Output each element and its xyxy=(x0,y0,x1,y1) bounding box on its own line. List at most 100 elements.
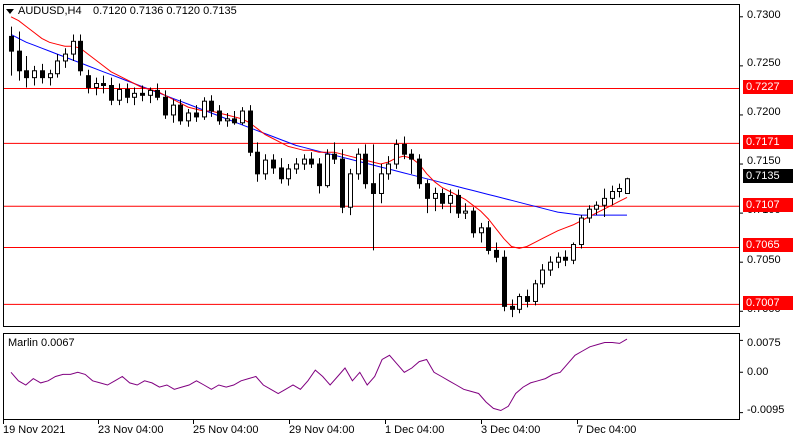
chart-menu-triangle-icon[interactable] xyxy=(6,9,14,14)
candle-body xyxy=(440,192,445,204)
candle xyxy=(448,189,453,214)
candle-body xyxy=(248,110,253,153)
candle xyxy=(625,177,630,194)
candle xyxy=(24,56,29,88)
candle-body xyxy=(194,112,199,118)
candle xyxy=(325,149,330,188)
main-chart-frame xyxy=(3,4,740,327)
candle xyxy=(86,69,91,94)
candle xyxy=(610,185,615,206)
candle xyxy=(232,111,237,125)
indicator-title: Marlin 0.0067 xyxy=(8,337,75,349)
indicator-frame xyxy=(3,333,740,420)
candle xyxy=(202,97,207,120)
candle-body xyxy=(594,204,599,210)
indicator-tick: 0.0075 xyxy=(747,337,781,349)
candle xyxy=(63,48,68,68)
symbol-timeframe: AUDUSD,H4 xyxy=(18,5,82,17)
candle xyxy=(402,136,407,160)
candle xyxy=(163,90,168,119)
candle xyxy=(433,187,438,212)
candle xyxy=(32,65,37,86)
candle-body xyxy=(63,53,68,62)
ma-slow-line xyxy=(10,33,627,216)
candle-body xyxy=(271,159,276,169)
candle xyxy=(309,152,314,168)
candle-body xyxy=(625,178,630,194)
candle xyxy=(456,189,461,219)
candle-body xyxy=(348,173,353,208)
candle xyxy=(140,85,145,102)
candle-body xyxy=(386,163,391,175)
ohlc-values: 0.7120 0.7136 0.7120 0.7135 xyxy=(93,5,237,17)
candle xyxy=(78,34,83,76)
candle-body xyxy=(55,60,60,75)
candle xyxy=(148,87,153,104)
candle xyxy=(502,250,507,312)
candle-body xyxy=(317,163,322,187)
candle xyxy=(602,188,607,218)
candle-body xyxy=(502,256,507,307)
candle-body xyxy=(209,100,214,112)
candle xyxy=(17,31,22,81)
candle-body xyxy=(394,143,399,165)
candle-body xyxy=(117,88,122,101)
candle-body xyxy=(587,208,592,219)
candle-body xyxy=(425,183,430,199)
current-price-tag: 0.7135 xyxy=(743,169,793,183)
candle xyxy=(440,188,445,210)
candle-body xyxy=(155,89,160,98)
candle xyxy=(125,83,130,104)
candle-body xyxy=(171,104,176,116)
candle-body xyxy=(356,153,361,175)
candle-body xyxy=(17,50,22,72)
candle-body xyxy=(486,227,491,251)
candle xyxy=(556,252,561,269)
candle-body xyxy=(548,261,553,271)
candle-body xyxy=(379,173,384,194)
candle-body xyxy=(40,70,45,79)
candle-body xyxy=(125,88,130,98)
candle xyxy=(425,179,430,214)
candle xyxy=(332,142,337,165)
price-tick: 0.7250 xyxy=(747,57,781,69)
candle-body xyxy=(263,159,268,175)
axis-tick-marks xyxy=(3,16,743,424)
candle xyxy=(394,139,399,169)
indicator-tick: 0.00 xyxy=(747,366,769,378)
price-tick: 0.7300 xyxy=(747,9,781,21)
candle-body xyxy=(202,100,207,118)
candle xyxy=(548,256,553,276)
level-tag: 0.7227 xyxy=(743,80,793,94)
candle xyxy=(94,77,99,96)
candle xyxy=(386,156,391,180)
indicator-line xyxy=(10,338,628,412)
candle xyxy=(286,164,291,186)
candle xyxy=(533,279,538,306)
candle xyxy=(525,289,530,308)
candle xyxy=(132,87,137,106)
candle xyxy=(417,154,422,189)
candle xyxy=(594,201,599,216)
price-tick: 0.7150 xyxy=(747,155,781,167)
candle xyxy=(463,203,468,219)
candle xyxy=(101,75,106,94)
candle-body xyxy=(309,158,314,165)
candle xyxy=(279,158,284,184)
time-tick: 3 Dec 04:00 xyxy=(481,424,541,436)
candle xyxy=(471,207,476,238)
candle-body xyxy=(32,70,37,79)
candle xyxy=(579,215,584,249)
time-tick: 23 Nov 04:00 xyxy=(98,424,164,436)
candle xyxy=(517,293,522,314)
candle xyxy=(348,168,353,216)
candle-body xyxy=(525,296,530,302)
candle-body xyxy=(178,104,183,122)
candle-body xyxy=(101,83,106,86)
candle-body xyxy=(217,110,222,122)
candle xyxy=(209,95,214,117)
candle-body xyxy=(9,35,14,52)
candle xyxy=(40,63,45,84)
level-tag: 0.7065 xyxy=(743,238,793,252)
